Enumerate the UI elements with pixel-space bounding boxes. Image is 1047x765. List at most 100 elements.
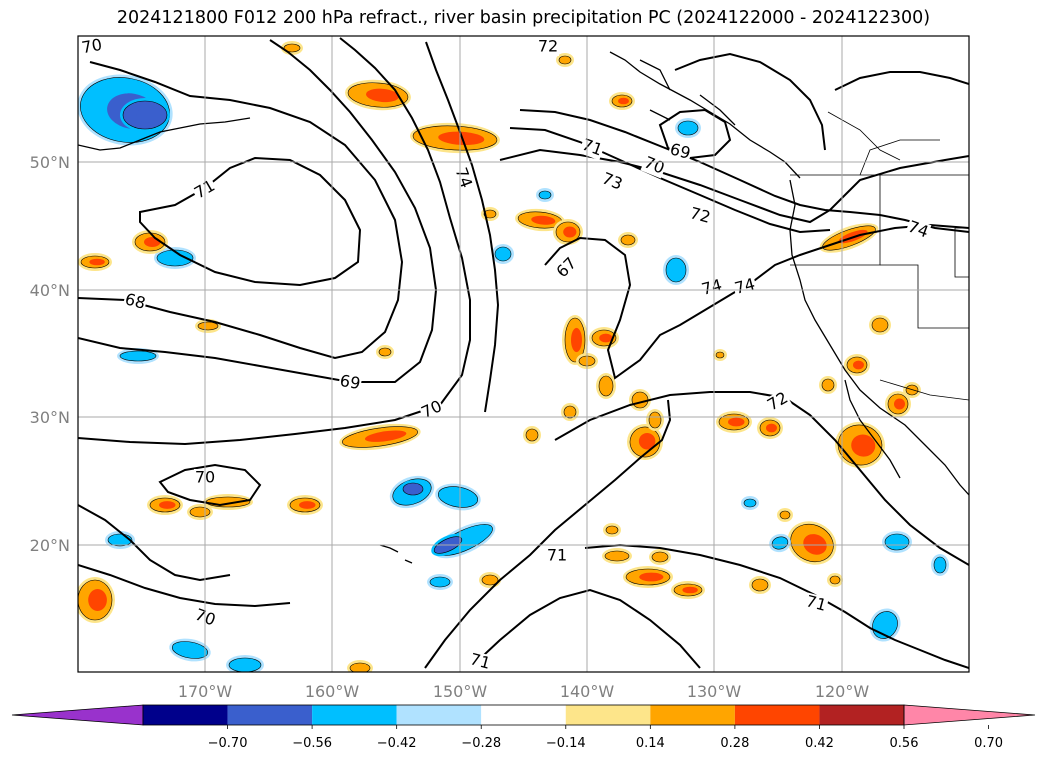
lon-label-140w: 140°W: [560, 682, 615, 701]
precip-blob-23: [515, 208, 565, 232]
contour-71a: [424, 399, 672, 669]
colorbar-bin-3: [396, 705, 482, 725]
precip-blob-24: [553, 219, 583, 245]
contour-70a: [78, 37, 471, 446]
precip-blob-19: [187, 504, 213, 520]
contour-label: 72: [688, 203, 713, 227]
precip-blob-44: [787, 521, 837, 565]
precip-blob-10: [376, 345, 394, 359]
contour-74: [544, 223, 969, 380]
lon-label-160w: 160°W: [305, 682, 360, 701]
precip-blob-60: [749, 576, 771, 594]
precip-blob-47: [882, 531, 912, 553]
precip-blob-5: [132, 230, 168, 254]
precip-blob-2: [345, 79, 411, 111]
colorbar-tick-label: 0.42: [805, 736, 834, 751]
precip-blob-37: [663, 255, 689, 285]
precip-blob-21: [169, 638, 211, 662]
precip-blob-64: [281, 41, 303, 55]
colorbar-tick-label: −0.28: [461, 736, 501, 751]
coastline-north-america: [789, 179, 969, 496]
contour-label: 71: [804, 591, 829, 615]
colorbar-bin-4: [481, 705, 566, 725]
map-title: 2024121800 F012 200 hPa refract., river …: [116, 8, 931, 28]
colorbar-tick-label: −0.42: [377, 736, 417, 751]
precip-blob-69: [827, 573, 843, 587]
precip-blob-62: [479, 572, 501, 588]
precip-blob-32: [646, 409, 664, 431]
lon-label-120w: 120°W: [815, 682, 870, 701]
colorbar-bin-7: [734, 705, 820, 725]
colorbar-tick-label: −0.14: [546, 736, 586, 751]
colorbar-bin-2: [312, 705, 397, 725]
contour-70d: [158, 463, 262, 507]
precip-blob-58: [713, 349, 727, 361]
colorbar-tick-label: 0.56: [890, 736, 919, 751]
coastline-hawaii: [379, 544, 413, 564]
precip-blob-16: [147, 495, 183, 515]
colorbar-tick-label: 0.28: [720, 736, 749, 751]
colorbar-tick-label: −0.56: [292, 736, 332, 751]
precip-blob-42: [885, 391, 911, 417]
contour-label: 70: [80, 35, 103, 57]
precip-blob-4: [154, 247, 196, 269]
colorbar-bin-1: [227, 705, 313, 725]
precip-blob-3: [410, 122, 500, 154]
precip-blob-56: [603, 523, 621, 537]
precip-blob-7: [117, 348, 159, 364]
precip-blob-45: [777, 508, 793, 522]
lat-label-20n: 20°N: [30, 536, 70, 555]
precip-blob-28: [589, 327, 619, 349]
coastline-aleutians: [78, 117, 251, 151]
precip-blob-17: [287, 495, 323, 515]
contour-69: [78, 39, 438, 383]
precip-blob-36: [675, 118, 701, 138]
precip-blob-34: [757, 417, 783, 439]
lon-label-170w: 170°W: [178, 682, 233, 701]
precip-blob-59: [741, 496, 759, 510]
contour-72c: [554, 391, 969, 566]
precip-blob-9: [339, 423, 421, 451]
contour-label: 69: [668, 139, 693, 163]
precip-blob-65: [556, 53, 574, 67]
precip-blob-39: [844, 354, 870, 376]
lat-label-40n: 40°N: [30, 281, 70, 300]
colorbar-bin-6: [650, 705, 735, 725]
colorbar-bin-0: [143, 705, 228, 725]
colorbar: −0.70 −0.56 −0.42 −0.28 −0.14 0.14 0.28 0.42 0.5…: [11, 704, 1036, 751]
map-background: [78, 36, 969, 672]
precip-blob-30: [596, 373, 616, 399]
precip-blob-13: [400, 480, 426, 498]
precip-blob-40: [869, 315, 891, 335]
map-frame: [77, 35, 970, 673]
contour-69c: [78, 504, 231, 582]
contour-label: 74: [699, 275, 724, 299]
colorbar-extend-low: [11, 704, 144, 726]
precip-blob-6: [78, 253, 112, 271]
contour-71b: [425, 41, 500, 413]
precip-blob-41: [835, 421, 885, 469]
coastlines: [78, 51, 969, 564]
precip-blob-1: [120, 98, 170, 132]
precip-blob-49: [931, 554, 949, 576]
lat-label-30n: 30°N: [30, 408, 70, 427]
coastline-alaska: [609, 51, 801, 179]
lon-label-130w: 130°W: [687, 682, 742, 701]
precip-blob-67: [618, 232, 638, 248]
gridlines: [78, 36, 969, 672]
contour-70c: [78, 564, 291, 608]
contour-72b: [674, 52, 826, 151]
contour-72: [519, 109, 969, 233]
precip-blob-31: [627, 424, 663, 460]
lon-label-150w: 150°W: [433, 682, 488, 701]
precip-blob-57: [649, 549, 671, 565]
contour-label: 71: [468, 649, 493, 673]
precip-blob-35: [609, 92, 635, 110]
precip-blob-27: [562, 315, 588, 365]
coastline-bc-islands: [639, 59, 736, 126]
contour-73: [509, 127, 831, 234]
contour-label: 74: [732, 274, 757, 298]
contour-74b: [834, 71, 969, 91]
contour-67: [139, 156, 362, 287]
